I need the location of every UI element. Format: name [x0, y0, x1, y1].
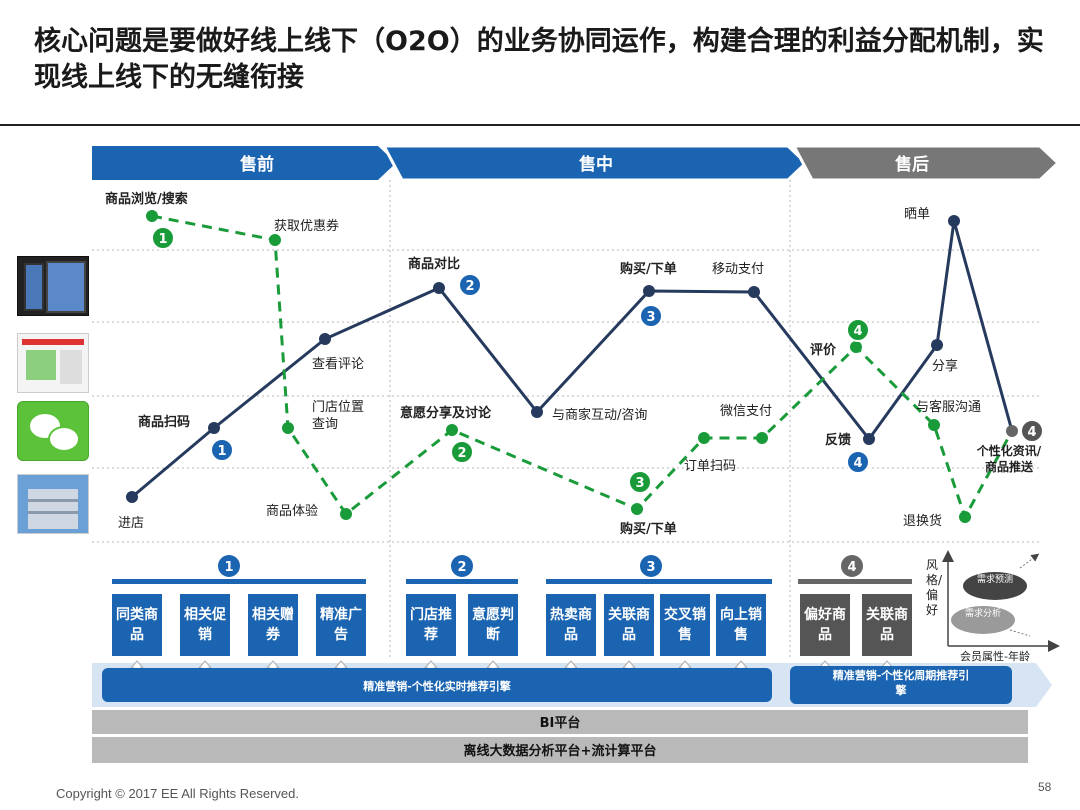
label-sunshine: 晒单 — [904, 207, 930, 222]
step-badge-blue-1: 1 — [210, 438, 234, 462]
label-browse: 商品浏览/搜索 — [105, 191, 188, 207]
store-building-icon — [17, 474, 89, 534]
svg-text:4: 4 — [847, 560, 856, 575]
svg-text:2: 2 — [457, 560, 466, 575]
phase-arrow-presale — [92, 146, 396, 180]
svg-text:1: 1 — [224, 560, 233, 575]
label-share: 分享 — [932, 358, 958, 374]
label-share-discuss: 意愿分享及讨论 — [400, 405, 492, 421]
step-badge-blue-3: 3 — [639, 304, 663, 328]
mini-chart-x-label: 会员属性-年龄 — [960, 650, 1030, 663]
grid-lines — [92, 180, 1040, 660]
demand-analysis-ellipse — [951, 606, 1015, 634]
phase-arrow-insale — [381, 144, 809, 182]
label-coupon: 获取优惠券 — [274, 218, 339, 234]
label-personal-push: 个性化资讯/商品推送 — [977, 444, 1041, 474]
phase-label-aftersale: 售后 — [895, 154, 929, 175]
group-header-1: 1 — [112, 555, 366, 584]
endpoint-dot — [1006, 425, 1018, 437]
step-badge-gray-4: 4 — [1020, 419, 1044, 443]
offline-journey-points — [146, 210, 971, 523]
label-order-scan: 订单扫码 — [684, 459, 736, 474]
svg-text:4: 4 — [1027, 425, 1036, 440]
website-icon — [17, 333, 89, 393]
label-experience: 商品体验 — [266, 503, 318, 519]
online-journey-points — [126, 215, 960, 503]
label-buy-bottom: 购买/下单 — [620, 521, 677, 537]
member-preference-mini-chart — [942, 550, 1060, 652]
wechat-icon — [17, 401, 89, 461]
label-compare: 商品对比 — [408, 256, 460, 272]
step-badge-green-3: 3 — [628, 470, 652, 494]
page-title: 核心问题是要做好线上线下（O2O）的业务协同运作，构建合理的利益分配机制，实现线… — [34, 26, 1044, 93]
svg-text:4: 4 — [853, 456, 862, 471]
svg-text:1: 1 — [158, 232, 167, 247]
label-wechat-pay: 微信支付 — [720, 404, 772, 419]
mini-chart-forecast-label: 需求预测 — [977, 575, 1014, 585]
page-number: 58 — [1038, 780, 1052, 794]
bigdata-platform-label: 离线大数据分析平台+流计算平台 — [464, 743, 657, 759]
label-buy-top: 购买/下单 — [620, 261, 677, 277]
svg-text:4: 4 — [853, 324, 862, 339]
group-header-2: 2 — [406, 555, 518, 584]
tablet-phone-icon — [17, 256, 89, 316]
svg-text:3: 3 — [646, 560, 655, 575]
step-badge-green-2: 2 — [450, 440, 474, 464]
engine-right-label: 精准营销-个性化周期推荐引擎 — [833, 669, 970, 697]
mini-chart-analysis-label: 需求分析 — [965, 609, 1002, 619]
step-badge-blue-4: 4 — [846, 450, 870, 474]
svg-text:2: 2 — [457, 446, 466, 461]
engine-left-label: 精准营销-个性化实时推荐引擎 — [363, 679, 511, 693]
label-customer-service: 与客服沟通 — [916, 399, 981, 415]
bigdata-platform-bar — [92, 737, 1028, 763]
demand-forecast-ellipse — [963, 572, 1027, 600]
step-badge-green-4: 4 — [846, 318, 870, 342]
svg-text:1: 1 — [217, 444, 226, 459]
step-badge-green-1: 1 — [151, 226, 175, 250]
svg-text:2: 2 — [465, 279, 474, 294]
step-badge-blue-2: 2 — [458, 273, 482, 297]
title-divider — [0, 124, 1080, 126]
svg-text:3: 3 — [646, 310, 655, 325]
bi-platform-bar — [92, 710, 1028, 734]
label-return: 退换货 — [903, 513, 942, 529]
label-review-check: 查看评论 — [312, 356, 364, 372]
mini-chart-y-label: 风格/偏好 — [926, 558, 943, 617]
svg-text:3: 3 — [635, 476, 644, 491]
copyright-footer: Copyright © 2017 EE All Rights Reserved. — [56, 786, 299, 801]
label-store-location: 门店位置查询 — [312, 400, 364, 432]
group-header-4: 4 — [798, 555, 912, 584]
offline-journey-path — [151, 214, 1014, 521]
phase-label-presale: 售前 — [240, 154, 274, 175]
engine-right-pill — [790, 666, 1012, 704]
phase-label-insale: 售中 — [579, 154, 613, 175]
label-evaluate: 评价 — [810, 343, 837, 358]
label-mobile-pay: 移动支付 — [712, 262, 764, 277]
label-feedback: 反馈 — [825, 432, 851, 448]
group-header-3: 3 — [546, 555, 772, 584]
bi-platform-label: BI平台 — [540, 715, 581, 731]
engine-left-pill — [102, 668, 772, 702]
label-scan-goods: 商品扫码 — [138, 414, 190, 430]
block-boxes — [112, 594, 912, 656]
online-journey-path — [131, 220, 1014, 499]
label-merchant: 与商家互动/咨询 — [552, 407, 647, 423]
label-enter-store: 进店 — [118, 516, 144, 531]
phase-arrow-aftersale — [791, 144, 1061, 182]
